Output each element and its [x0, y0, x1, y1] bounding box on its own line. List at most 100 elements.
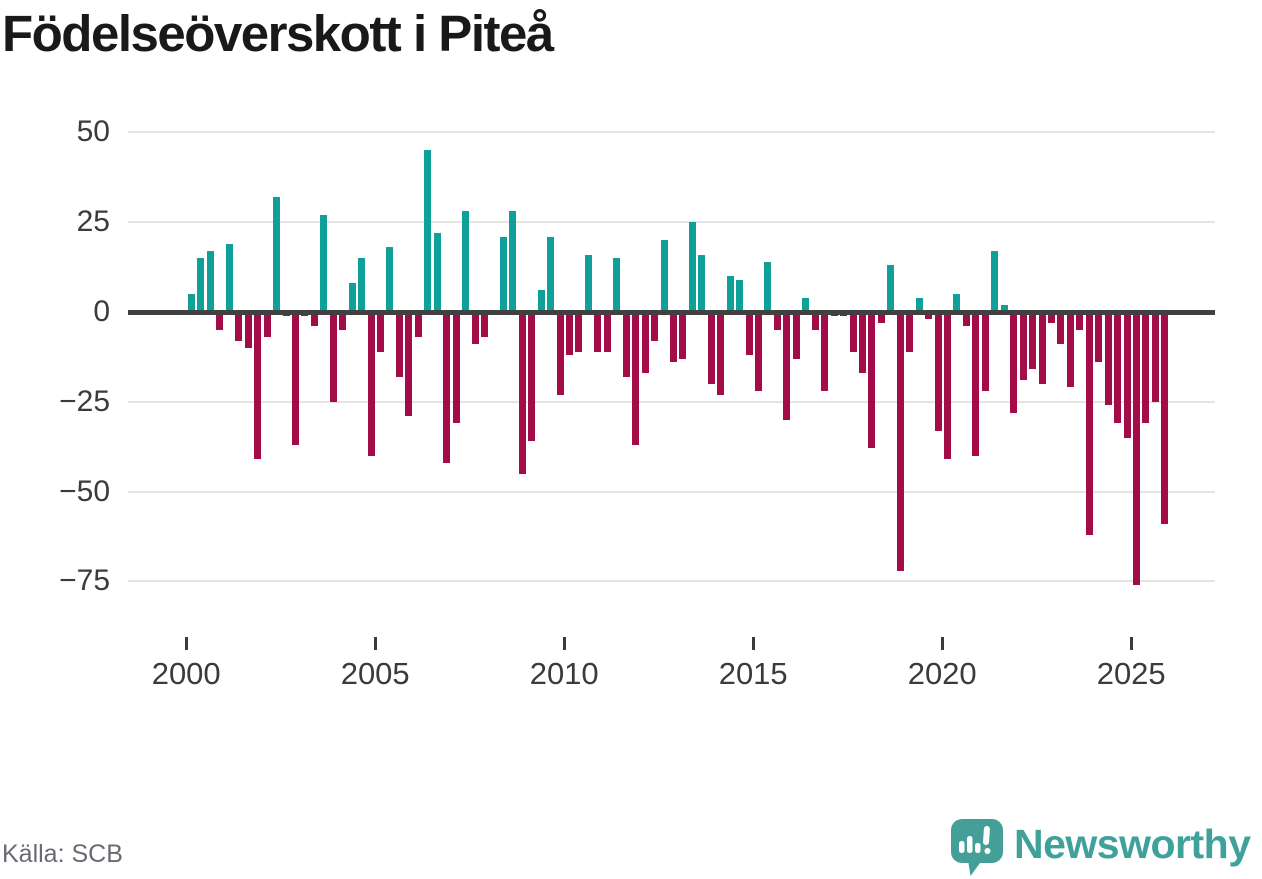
bar-2019-Q2: [915, 297, 923, 312]
bar-2012-Q4: [669, 312, 677, 363]
bar-2018-Q3: [887, 265, 895, 312]
bar-2023-Q4: [1085, 312, 1093, 535]
bar-2007-Q1: [452, 312, 460, 424]
x-tick-2025: [1129, 637, 1133, 650]
bar-2021-Q2: [991, 250, 999, 312]
bar-2019-Q3: [925, 312, 933, 320]
bar-2020-Q2: [953, 294, 961, 312]
bar-2003-Q3: [320, 215, 328, 312]
bar-2021-Q3: [1000, 304, 1008, 312]
bar-2010-Q2: [575, 312, 583, 352]
bar-2007-Q2: [462, 211, 470, 312]
bar-2022-Q2: [1029, 312, 1037, 370]
x-axis-label-2020: 2020: [907, 656, 977, 691]
chart-title: Födelseöverskott i Piteå: [2, 5, 554, 62]
x-axis-label-2000: 2000: [151, 656, 221, 691]
bar-2002-Q4: [291, 312, 299, 445]
bar-2015-Q2: [764, 261, 772, 312]
y-axis-label-0: 0: [93, 295, 110, 328]
bar-2004-Q4: [367, 312, 375, 456]
bar-2000-Q2: [197, 258, 205, 312]
bar-2015-Q1: [755, 312, 762, 392]
bar-2004-Q2: [348, 283, 356, 312]
bar-2005-Q4: [405, 312, 413, 417]
bar-2006-Q4: [443, 312, 451, 463]
bar-2002-Q1: [263, 312, 271, 338]
y-axis-label-25: 25: [76, 205, 110, 239]
bar-2007-Q4: [480, 312, 488, 338]
y-axis-label--50: −50: [59, 474, 110, 508]
bar-2014-Q4: [745, 312, 753, 356]
bar-2011-Q1: [603, 312, 611, 352]
bar-2005-Q2: [386, 247, 394, 312]
bar-2012-Q2: [651, 312, 659, 341]
bar-2022-Q3: [1038, 312, 1046, 384]
bar-2014-Q2: [726, 276, 734, 312]
bar-2016-Q2: [802, 297, 810, 312]
bar-2009-Q2: [537, 290, 545, 312]
bar-2016-Q4: [821, 312, 829, 392]
bar-2024-Q4: [1123, 312, 1131, 438]
x-axis-label-2010: 2010: [529, 656, 599, 691]
bar-2014-Q1: [717, 312, 725, 395]
bar-2001-Q4: [254, 312, 262, 460]
bar-2002-Q2: [273, 197, 281, 312]
bar-2004-Q1: [339, 312, 347, 330]
bar-2006-Q2: [424, 150, 432, 312]
bar-2011-Q4: [632, 312, 640, 445]
bar-2010-Q4: [594, 312, 602, 352]
bar-2009-Q4: [556, 312, 564, 395]
bar-2013-Q1: [679, 312, 687, 359]
bar-2021-Q4: [1010, 312, 1018, 413]
bar-2012-Q1: [641, 312, 649, 374]
y-axis-label--75: −75: [59, 564, 110, 598]
bar-2020-Q4: [972, 312, 980, 456]
bar-2013-Q4: [707, 312, 715, 384]
bar-2024-Q2: [1104, 312, 1112, 406]
bar-2000-Q3: [206, 250, 214, 312]
bar-2018-Q4: [896, 312, 904, 571]
bar-2025-Q3: [1151, 312, 1159, 402]
bar-2006-Q3: [433, 232, 441, 312]
bar-2023-Q2: [1066, 312, 1074, 388]
y-axis-label-50: 50: [76, 115, 110, 149]
bar-2003-Q4: [329, 312, 337, 402]
newsworthy-logo-icon: [951, 819, 1003, 876]
bar-2001-Q1: [225, 243, 233, 312]
bar-2025-Q1: [1133, 312, 1140, 585]
bar-2008-Q2: [499, 236, 507, 312]
gridline-25: [128, 221, 1215, 224]
bar-2010-Q1: [566, 312, 573, 356]
bar-2001-Q3: [244, 312, 252, 348]
bar-2009-Q3: [547, 236, 555, 312]
bar-2000-Q1: [188, 294, 195, 312]
bar-2012-Q3: [660, 240, 668, 312]
y-axis-label--25: −25: [59, 384, 110, 418]
bar-2008-Q4: [518, 312, 526, 474]
x-axis-label-2015: 2015: [718, 656, 788, 691]
bar-2003-Q2: [310, 312, 318, 327]
gridline--75: [128, 580, 1215, 583]
bar-2013-Q3: [698, 254, 706, 312]
gridline-50: [128, 131, 1215, 134]
bar-2018-Q2: [877, 312, 885, 323]
bar-2021-Q1: [981, 312, 989, 392]
bar-2019-Q1: [906, 312, 914, 352]
bar-2023-Q3: [1076, 312, 1084, 330]
bar-2009-Q1: [528, 312, 536, 442]
newsworthy-wordmark: Newsworthy: [1014, 821, 1251, 867]
bar-2025-Q4: [1161, 312, 1169, 524]
bar-2019-Q4: [934, 312, 942, 431]
newsworthy-logo: Newsworthy: [948, 816, 1262, 878]
bar-2023-Q1: [1057, 312, 1065, 345]
bar-2011-Q3: [622, 312, 630, 377]
bar-2000-Q4: [216, 312, 224, 330]
x-tick-2020: [940, 637, 944, 650]
bar-2014-Q3: [736, 279, 744, 312]
x-tick-2005: [373, 637, 377, 650]
x-tick-2000: [184, 637, 188, 650]
bar-2024-Q1: [1095, 312, 1103, 363]
x-tick-2010: [562, 637, 566, 650]
bar-2015-Q4: [783, 312, 791, 420]
